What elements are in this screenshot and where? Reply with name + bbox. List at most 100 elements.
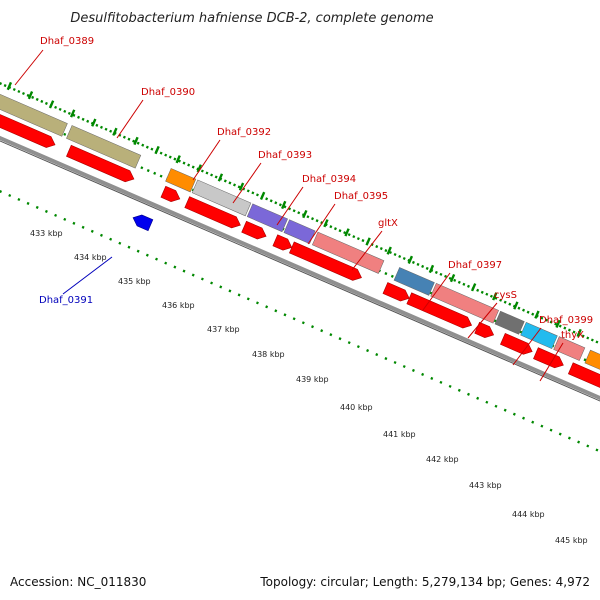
tick-dot bbox=[200, 277, 204, 281]
tick-dot bbox=[182, 269, 186, 273]
tick-label: 444 kbp bbox=[512, 510, 545, 519]
tick-dot bbox=[567, 328, 571, 332]
tick-dot bbox=[390, 274, 394, 278]
tick-dot bbox=[595, 340, 599, 344]
tick-dot bbox=[595, 448, 599, 452]
major-tick bbox=[154, 145, 160, 155]
major-tick bbox=[470, 283, 477, 292]
tick-dot bbox=[444, 274, 448, 278]
cog-block bbox=[165, 168, 197, 193]
gene-label: Dhaf_0391 bbox=[39, 295, 93, 306]
gene-label: thyX bbox=[561, 330, 584, 341]
tick-dot bbox=[494, 404, 498, 408]
tick-dot bbox=[503, 300, 507, 304]
tick-dot bbox=[99, 125, 103, 129]
tick-dot bbox=[200, 169, 204, 173]
cds-arrow bbox=[500, 332, 533, 355]
tick-dot bbox=[219, 285, 223, 289]
leader-line bbox=[276, 186, 304, 226]
backbone bbox=[0, 135, 600, 402]
tick-dot bbox=[306, 215, 310, 219]
tick-dot bbox=[434, 270, 438, 274]
major-tick bbox=[91, 118, 97, 127]
tick-label: 445 kbp bbox=[555, 536, 588, 545]
tick-dot bbox=[567, 436, 571, 440]
tick-dot bbox=[421, 264, 425, 268]
leader-line bbox=[62, 256, 113, 295]
topology-text: Topology: circular; Length: 5,279,134 bp… bbox=[259, 575, 590, 589]
tick-dot bbox=[402, 256, 406, 261]
leader-line bbox=[539, 342, 564, 382]
cog-block bbox=[584, 349, 600, 380]
cds-arrow bbox=[184, 196, 241, 229]
tick-dot bbox=[531, 312, 535, 316]
tick-dot bbox=[439, 272, 443, 276]
tick-dot bbox=[26, 201, 30, 206]
tick-dot bbox=[140, 166, 144, 170]
cog-block bbox=[553, 336, 586, 361]
tick-dot bbox=[421, 372, 425, 376]
tick-dot bbox=[430, 376, 434, 380]
tick-dot bbox=[164, 261, 168, 265]
tick-dot bbox=[572, 330, 576, 334]
tick-dot bbox=[0, 81, 3, 86]
tick-dot bbox=[347, 233, 351, 237]
leader-line bbox=[192, 139, 221, 181]
tick-dot bbox=[466, 284, 470, 288]
tick-dot bbox=[347, 341, 351, 345]
tick-dot bbox=[67, 111, 71, 115]
tick-dot bbox=[127, 245, 131, 249]
tick-dot bbox=[145, 145, 149, 149]
tick-dot bbox=[499, 298, 503, 302]
tick-dot bbox=[522, 416, 526, 420]
tick-dot bbox=[8, 193, 12, 198]
major-tick bbox=[69, 109, 76, 118]
tick-dot bbox=[379, 247, 383, 251]
gene-label: gltX bbox=[378, 218, 398, 229]
tick-dot bbox=[118, 241, 122, 245]
tick-dot bbox=[72, 221, 76, 225]
tick-dot bbox=[246, 189, 250, 193]
tick-dot bbox=[77, 115, 81, 119]
tick-dot bbox=[489, 294, 493, 298]
tick-dot bbox=[517, 306, 521, 310]
tick-dot bbox=[58, 107, 62, 111]
label-leaders bbox=[14, 49, 564, 382]
tick-dot bbox=[182, 161, 186, 165]
tick-dot bbox=[439, 380, 443, 384]
tick-dot bbox=[540, 316, 544, 320]
tick-dot bbox=[228, 181, 232, 185]
tick-label: 436 kbp bbox=[162, 301, 195, 310]
tick-dot bbox=[109, 237, 113, 241]
cog-block bbox=[66, 125, 142, 169]
tick-dot bbox=[522, 308, 526, 312]
tick-dot bbox=[274, 309, 278, 313]
tick-dot bbox=[90, 229, 94, 233]
tick-dot bbox=[512, 412, 516, 416]
major-tick bbox=[196, 164, 202, 173]
tick-dot bbox=[480, 290, 484, 294]
tick-dot bbox=[145, 253, 149, 257]
tick-dot bbox=[292, 209, 296, 213]
tick-dot bbox=[164, 153, 168, 157]
tick-dot bbox=[402, 364, 406, 369]
tick-dot bbox=[338, 337, 342, 341]
tick-dot bbox=[411, 368, 415, 373]
tick-dot bbox=[54, 213, 58, 217]
reverse-cds-arrow bbox=[132, 214, 154, 232]
tick-dot bbox=[466, 392, 470, 396]
tick-label: 439 kbp bbox=[296, 375, 329, 384]
tick-labels: 433 kbp 434 kbp 435 kbp 436 kbp 437 kbp 438 k… bbox=[30, 229, 588, 545]
major-tick bbox=[534, 310, 540, 319]
major-tick bbox=[217, 173, 224, 182]
tick-dot bbox=[81, 225, 85, 229]
tick-dot bbox=[205, 171, 209, 175]
tick-dot bbox=[301, 321, 305, 325]
leader-line bbox=[307, 203, 336, 245]
cds-arrow bbox=[160, 185, 181, 202]
gene-label: Dhaf_0393 bbox=[258, 150, 312, 161]
tick-dot bbox=[586, 444, 590, 448]
major-tick bbox=[302, 209, 308, 219]
tick-dot bbox=[63, 217, 67, 221]
tick-label: 434 kbp bbox=[74, 253, 107, 262]
